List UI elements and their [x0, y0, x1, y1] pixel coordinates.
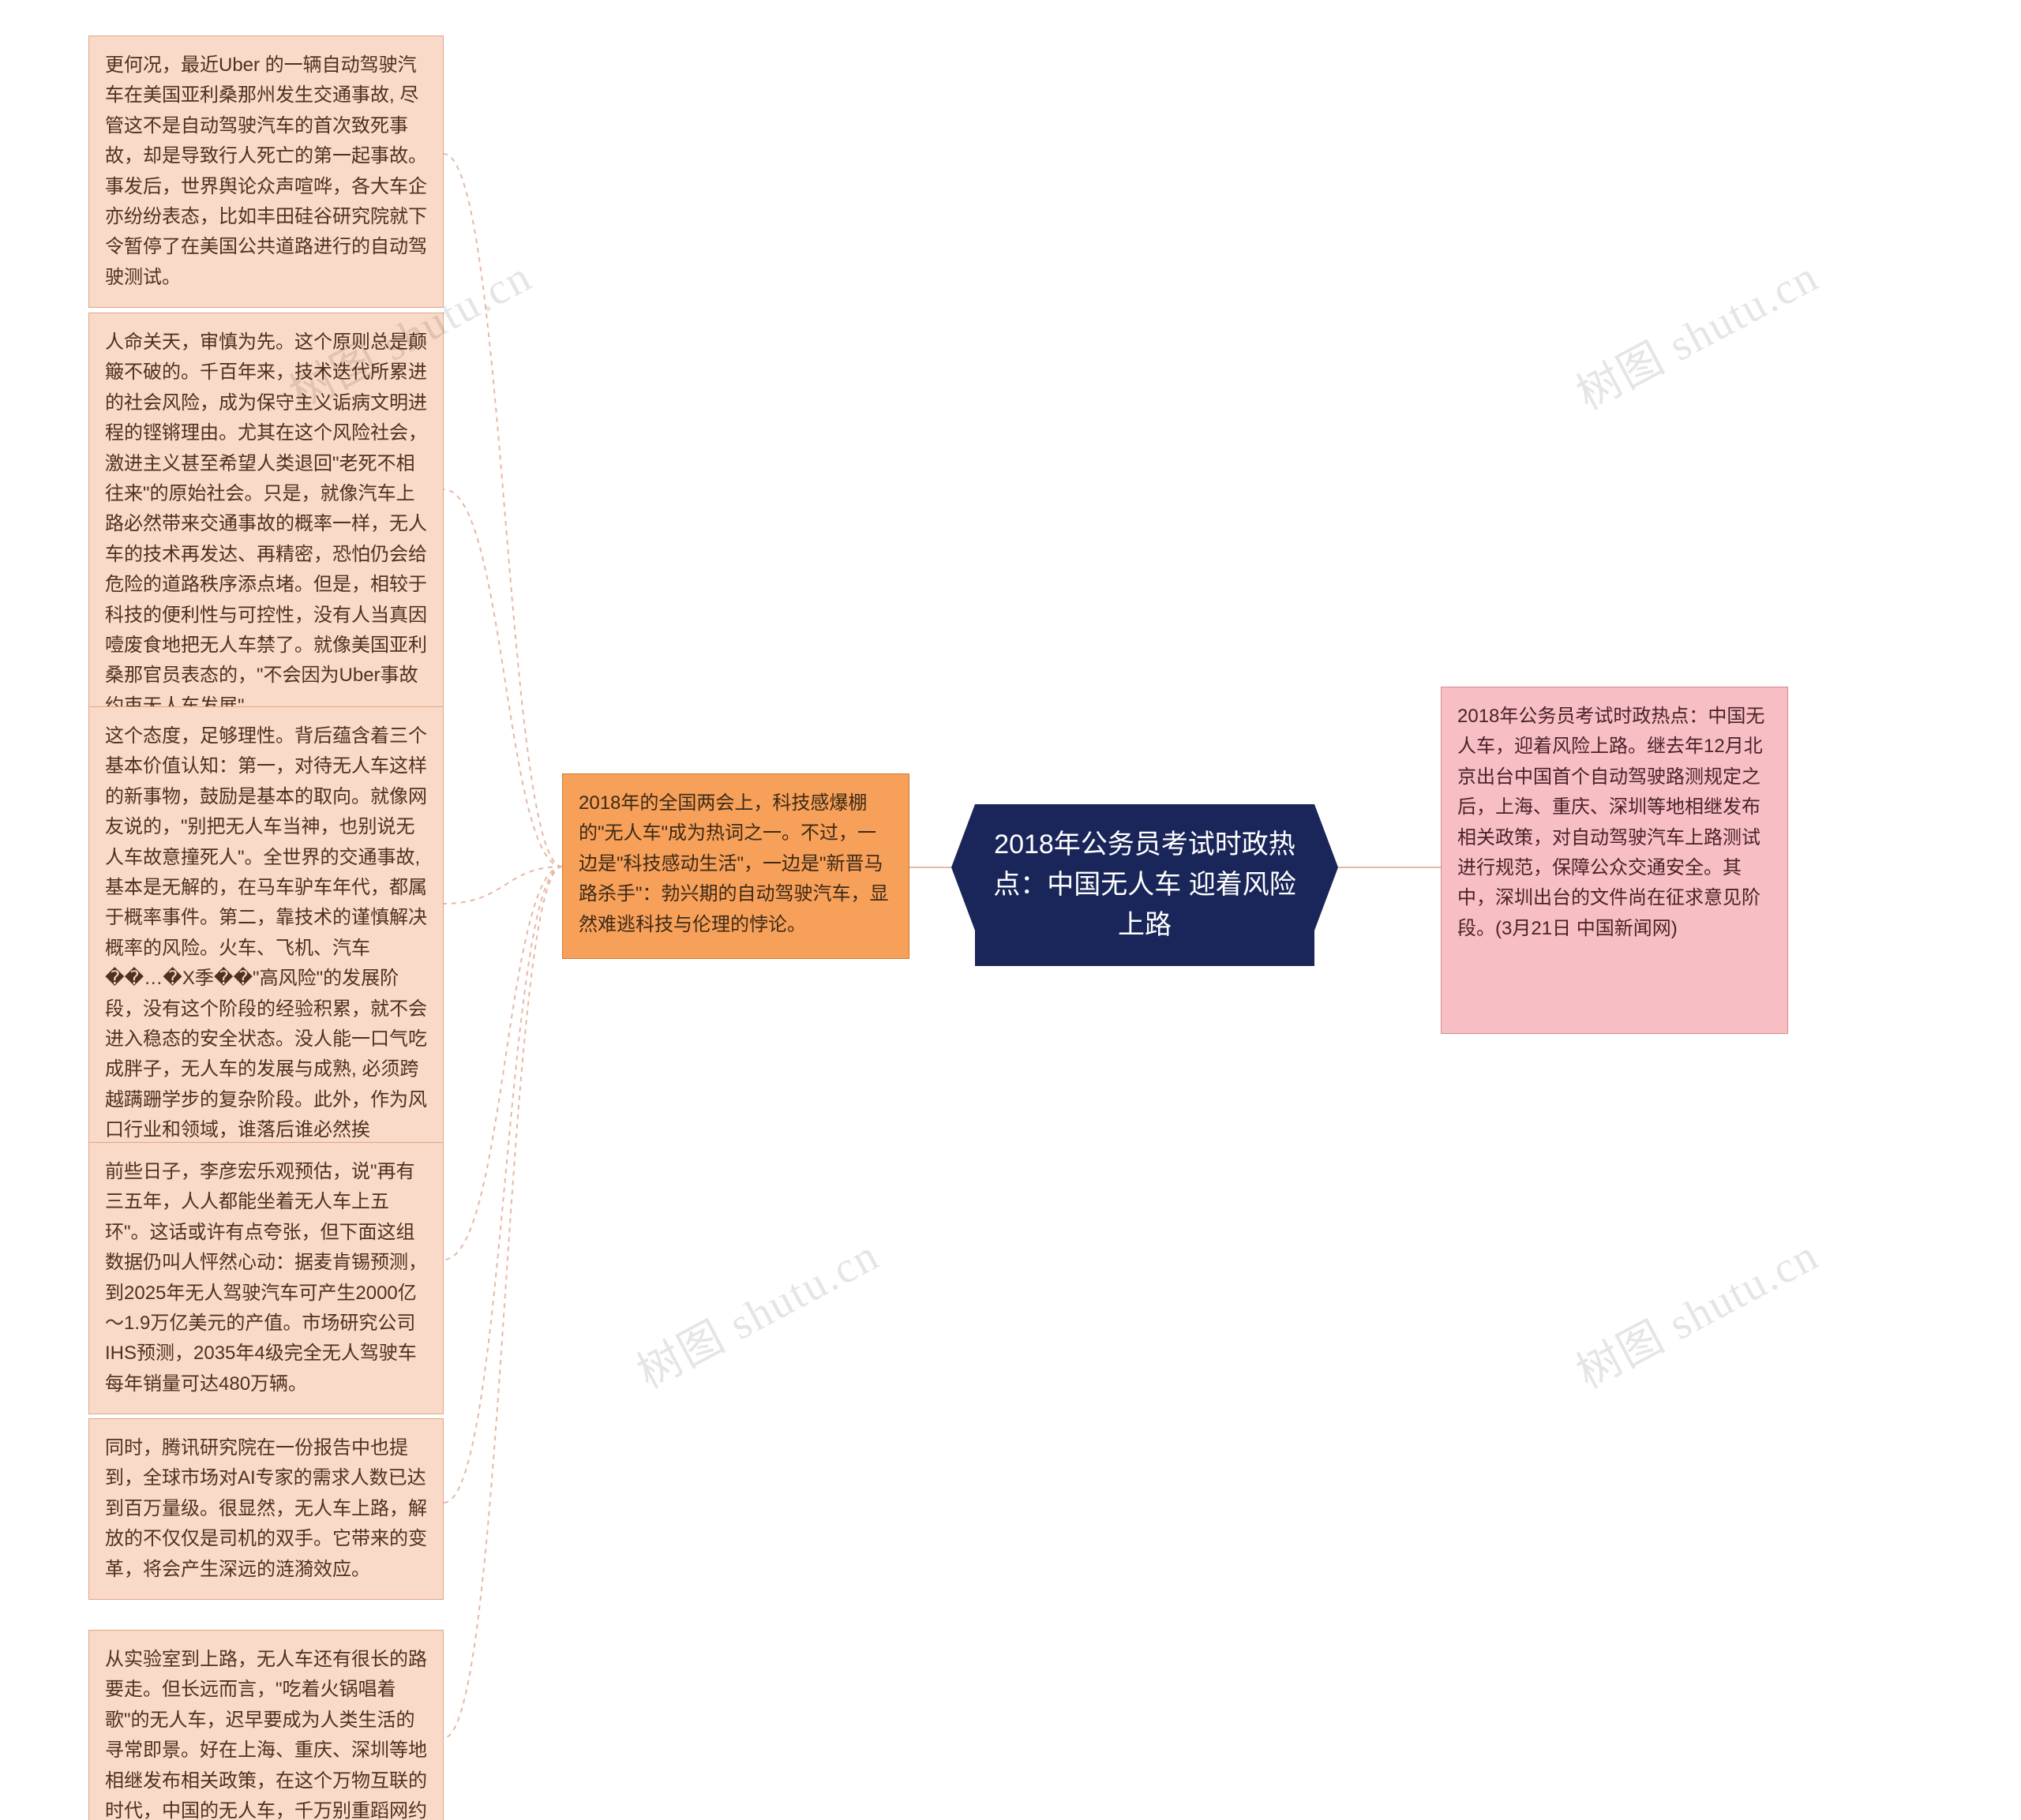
left-leaf-node: 同时，腾讯研究院在一份报告中也提到，全球市场对AI专家的需求人数已达到百万量级。… [88, 1418, 444, 1600]
left-parent-text: 2018年的全国两会上，科技感爆棚的"无人车"成为热词之一。不过，一边是"科技感… [579, 792, 889, 935]
left-leaf-text: 前些日子，李彦宏乐观预估，说"再有三五年，人人都能坐着无人车上五环"。这话或许有… [105, 1161, 427, 1395]
left-leaf-text: 人命关天，审慎为先。这个原则总是颠簸不破的。千百年来，技术迭代所累进的社会风险，… [105, 331, 427, 717]
watermark: 树图 shutu.cn [1564, 1220, 1828, 1401]
left-leaf-text: 更何况，最近Uber 的一辆自动驾驶汽车在美国亚利桑那州发生交通事故, 尽管这不… [105, 54, 427, 288]
left-leaf-node: 更何况，最近Uber 的一辆自动驾驶汽车在美国亚利桑那州发生交通事故, 尽管这不… [88, 36, 444, 308]
left-leaf-node: 前些日子，李彦宏乐观预估，说"再有三五年，人人都能坐着无人车上五环"。这话或许有… [88, 1142, 444, 1414]
left-leaf-text: 同时，腾讯研究院在一份报告中也提到，全球市场对AI专家的需求人数已达到百万量级。… [105, 1437, 427, 1580]
left-leaf-node: 从实验室到上路，无人车还有很长的路要走。但长远而言，"吃着火锅唱着歌"的无人车，… [88, 1630, 444, 1820]
left-parent-node: 2018年的全国两会上，科技感爆棚的"无人车"成为热词之一。不过，一边是"科技感… [562, 773, 909, 959]
left-leaf-text: 这个态度，足够理性。背后蕴含着三个基本价值认知：第一，对待无人车这样的新事物，鼓… [105, 725, 427, 1201]
watermark: 树图 shutu.cn [1564, 242, 1828, 422]
root-node: 2018年公务员考试时政热点：中国无人车 迎着风险上路 [975, 804, 1314, 966]
left-leaf-text: 从实验室到上路，无人车还有很长的路要走。但长远而言，"吃着火锅唱着歌"的无人车，… [105, 1649, 427, 1820]
right-branch-node: 2018年公务员考试时政热点：中国无人车，迎着风险上路。继去年12月北京出台中国… [1441, 687, 1788, 1034]
watermark-text: 树图 shutu.cn [1569, 1230, 1827, 1399]
watermark-text: 树图 shutu.cn [630, 1230, 887, 1399]
watermark: 树图 shutu.cn [624, 1220, 889, 1401]
root-text: 2018年公务员考试时政热点：中国无人车 迎着风险上路 [993, 829, 1295, 940]
right-branch-text: 2018年公务员考试时政热点：中国无人车，迎着风险上路。继去年12月北京出台中国… [1457, 706, 1764, 939]
watermark-text: 树图 shutu.cn [1569, 252, 1827, 420]
left-leaf-node: 人命关天，审慎为先。这个原则总是颠簸不破的。千百年来，技术迭代所累进的社会风险，… [88, 313, 444, 736]
